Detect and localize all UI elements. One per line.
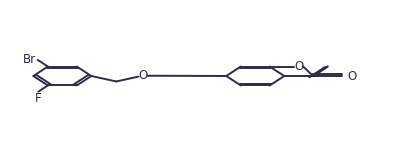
Text: Br: Br (23, 53, 36, 66)
Text: F: F (35, 92, 42, 105)
Text: O: O (346, 69, 355, 83)
Text: O: O (138, 69, 147, 82)
Text: O: O (293, 60, 303, 73)
